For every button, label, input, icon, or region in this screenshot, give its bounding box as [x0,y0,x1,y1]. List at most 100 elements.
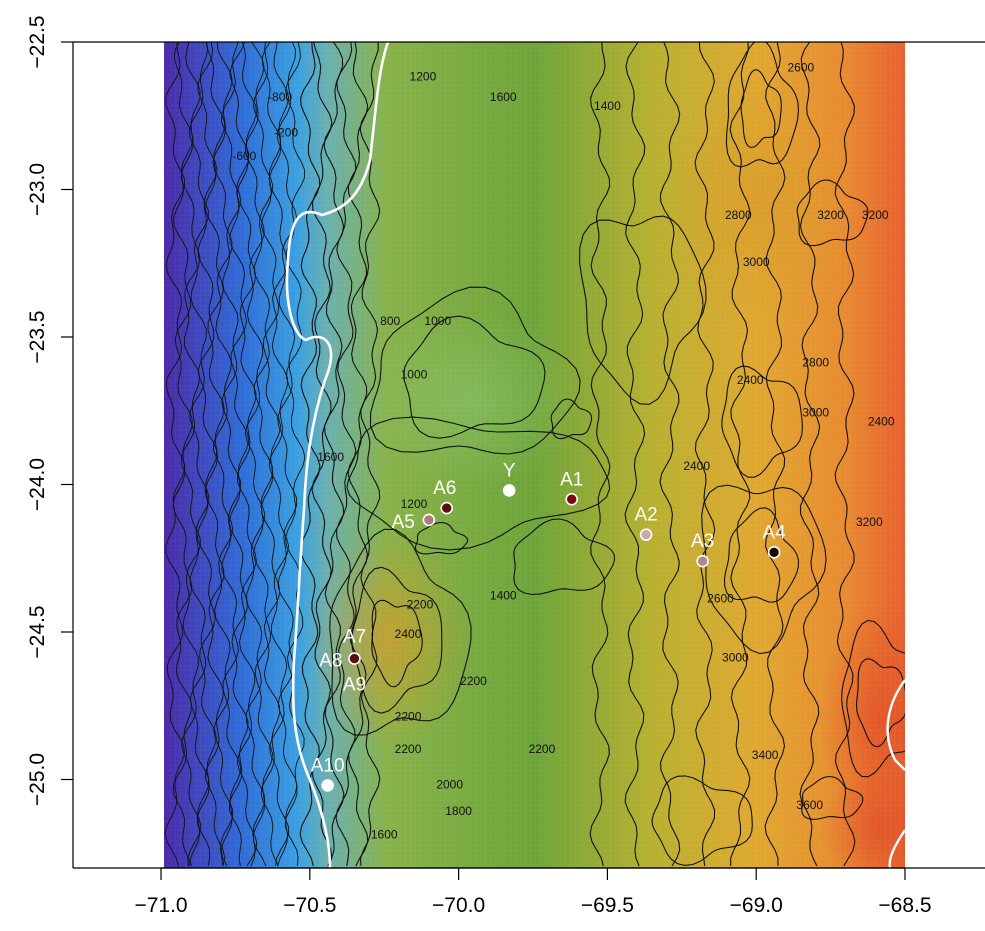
contour-label: 1000 [424,314,451,328]
contour-label: -800 [268,90,292,104]
site-marker [696,554,709,568]
contour-label: 2800 [802,356,829,370]
y-tick-label: −25.0 [26,753,49,806]
site-label: A7 [343,627,366,648]
site-label: Y [503,460,516,481]
contour-line [799,42,821,867]
contour-label: -200 [274,125,298,139]
x-tick-label: −70.5 [283,894,336,917]
contour-line [204,42,226,867]
contour-lines [164,42,905,867]
contour-line [311,42,333,867]
contour-line [403,315,546,439]
contour-line [729,42,751,866]
contour-label: 2400 [737,373,764,387]
contour-label: 3200 [862,208,889,222]
contour-line [721,365,803,478]
contour-label: 3200 [817,208,844,222]
y-tick-label: −24.0 [26,458,49,511]
contour-line [323,42,345,867]
site-marker [565,492,578,506]
contour-line [268,42,290,867]
coastline-east-fragment-south [888,829,905,868]
contour-line [347,42,369,867]
site-label: A6 [433,478,456,499]
site-marker [639,528,653,541]
x-tick-label: −68.5 [878,894,931,917]
x-tick-label: −69.0 [730,894,783,917]
contour-line [359,42,381,867]
contour-line [414,521,469,555]
site-label: A8 [319,651,342,672]
contour-line [694,42,716,867]
contour-line [764,42,786,867]
contour-label: 2600 [787,61,814,75]
contour-label: 2200 [395,742,422,756]
x-tick-label: −71.0 [134,894,187,917]
contour-line [284,42,306,867]
site-marker [502,484,516,497]
x-tick-label: −70.0 [432,894,485,917]
contour-label: 2600 [707,592,734,606]
contour-line [212,42,234,867]
contour-label: 2200 [395,710,422,724]
contour-line [180,42,202,867]
site-label: A1 [560,469,583,490]
y-tick-label: −23.5 [26,310,49,363]
contour-line [164,42,186,867]
site-label: A10 [311,755,345,776]
site-marker [321,779,334,792]
y-tick-label: −24.5 [26,605,49,658]
contour-line [369,286,581,455]
contour-label: 3400 [752,748,779,762]
site-marker [422,513,436,527]
site-label: A4 [762,522,786,543]
contour-line [740,69,782,149]
contour-line [624,42,646,867]
contour-line [723,507,799,603]
contour-label: 2200 [529,742,556,756]
contour-label: 1000 [401,367,428,381]
contour-label: 1400 [490,589,517,603]
contour-label: 2400 [868,415,895,429]
site-marker [767,546,781,559]
contour-line [796,179,869,247]
site-label: A9 [343,675,366,696]
contour-line [589,42,611,867]
contour-line [651,775,753,866]
site-label: A3 [691,531,714,552]
contour-line [550,398,593,440]
contour-label: 800 [380,314,400,328]
contour-line [841,619,905,778]
contour-line [513,518,616,596]
contour-label: 3200 [856,515,883,529]
site-marker [440,501,454,515]
contour-label: 3600 [796,798,823,812]
contour-line [228,42,250,867]
contour-line [725,42,800,168]
contour-line [371,599,423,688]
contour-line [188,42,210,867]
contour-line [659,42,681,867]
contour-label: 1600 [490,90,517,104]
contour-line [299,42,321,867]
contour-line [579,215,707,405]
contour-line [252,42,274,867]
site-marker [348,652,361,665]
y-axis: −22.5 −23.0 −23.5 −24.0 −24.5 −25.0 [26,15,73,806]
y-tick-label: −23.0 [26,163,49,216]
contour-label: 2200 [407,597,434,611]
contour-line [276,42,298,867]
contour-line [351,566,443,714]
contour-line [220,42,242,867]
contour-label: 1400 [594,99,621,113]
contour-label: 1600 [371,828,398,842]
site-label: A5 [392,512,415,533]
contour-line [834,42,856,867]
contour-label: 3000 [722,651,749,665]
contour-label: 1200 [401,497,428,511]
contour-line [346,416,611,551]
contour-line [855,658,905,748]
